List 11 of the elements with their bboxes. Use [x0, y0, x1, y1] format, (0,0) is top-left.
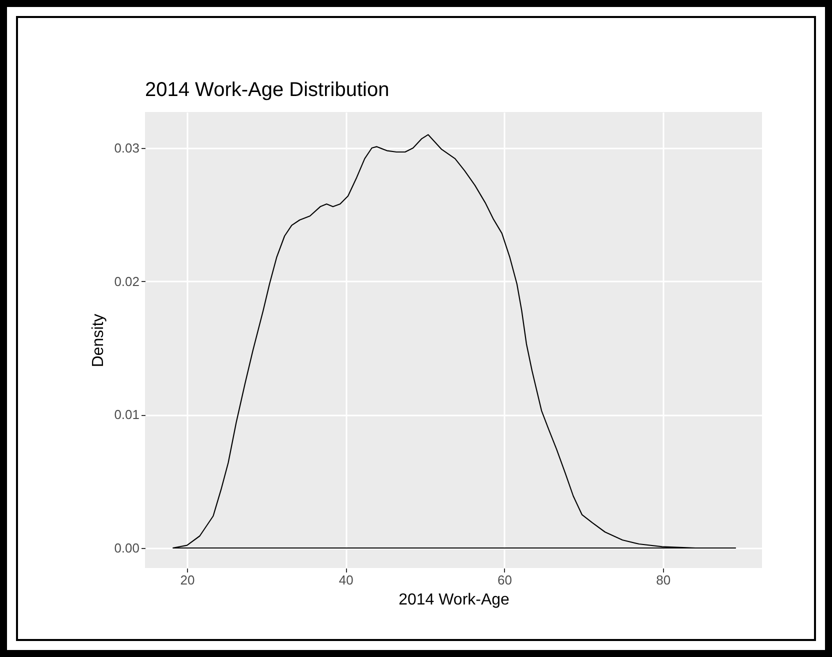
y-axis-title: Density	[90, 314, 108, 368]
y-tick-label: 0.00	[114, 540, 140, 556]
x-tick-label: 40	[338, 572, 354, 588]
y-tick-label: 0.01	[114, 407, 140, 422]
x-tick-label: 80	[656, 572, 671, 588]
x-axis-title: 2014 Work-Age	[398, 592, 510, 608]
chart-title: 2014 Work-Age Distribution	[145, 79, 390, 101]
y-tick-label: 0.03	[114, 140, 140, 156]
x-tick-label: 60	[498, 572, 512, 588]
y-tick-label: 0.02	[114, 274, 140, 289]
x-tick-label: 20	[180, 572, 195, 588]
